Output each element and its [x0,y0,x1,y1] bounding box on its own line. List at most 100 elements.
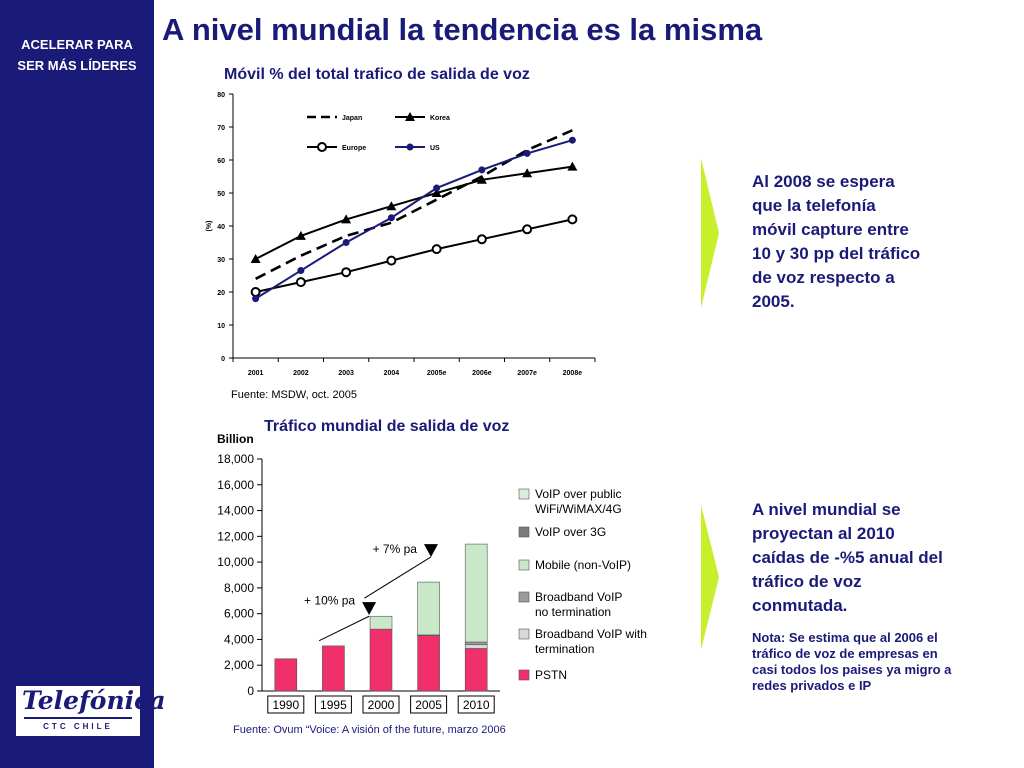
series-line [255,129,573,280]
x-tick-label: 2005 [415,698,442,712]
x-tick-label: 2005e [427,370,447,377]
sidebar-tagline-line1: ACELERAR PARA [21,37,133,52]
legend-label: WiFi/WiMAX/4G [535,502,622,516]
legend-swatch [518,669,530,681]
y-tick-label: 8,000 [224,581,254,595]
y-tick-label: 50 [217,191,225,198]
data-point [386,255,397,266]
data-point [295,277,306,288]
series-line [255,139,573,300]
bar-segment-2005 [417,581,440,636]
bar-segment-2010 [464,648,488,692]
callout-line: 10 y 30 pp del tráfico [752,244,921,263]
bar-segment-2010 [464,641,488,645]
logo-subtext: CTC CHILE [43,722,113,731]
legend-label: Mobile (non-VoIP) [535,558,631,572]
legend-label: US [430,145,440,152]
series-line [255,218,573,293]
trend-arrowhead [362,602,377,615]
y-tick-label: 6,000 [224,607,254,621]
line-chart-source: Fuente: MSDW, oct. 2005 [231,389,357,401]
data-point [252,295,260,303]
note-line: casi todos los paises ya migro a [752,662,952,677]
growth-annotation: + 10% pa [304,594,355,608]
note-line: tráfico de voz de empresas en [752,646,938,661]
legend-label: PSTN [535,668,567,682]
series-line [255,165,573,260]
callout-line: que la telefonía [752,196,876,215]
x-tick-label: 2003 [338,370,354,377]
trend-arrowhead [423,544,438,557]
legend-label: no termination [535,605,611,619]
data-point [567,214,578,225]
data-point [567,161,578,171]
x-tick-label: 2010 [463,698,490,712]
data-point [523,149,531,157]
y-tick-label: 80 [217,92,225,99]
y-tick-label: 70 [217,125,225,132]
legend-item: Mobile (non-VoIP) [518,558,631,572]
legend-label: Japan [342,115,362,122]
series-korea [250,161,578,263]
legend-marker [317,142,327,152]
data-point [431,188,442,197]
note-line: redes privados e IP [752,678,872,693]
legend-label: VoIP over public [535,487,622,501]
y-tick-label: 0 [221,356,225,363]
legend-label: Broadband VoIP [535,590,622,604]
bar-chart-source: Fuente: Ovum “Voice: A visión of the fut… [233,724,506,736]
data-point [476,234,487,245]
data-point [295,230,306,240]
y-axis-label: Billion [217,432,254,446]
y-tick-label: 60 [217,158,225,165]
arrow-right-icon [701,505,719,650]
y-tick-label: 10,000 [217,555,254,569]
x-tick-box [267,695,305,714]
data-point [387,214,395,222]
callout-line: 2005. [752,292,795,311]
data-point [250,287,261,297]
y-tick-label: 18,000 [217,452,254,466]
legend-swatch [518,591,530,603]
data-point [341,267,352,278]
callout-line: caídas de -%5 anual del [752,548,943,567]
x-tick-box [314,695,352,714]
legend-swatch [518,526,530,538]
legend-swatch [518,559,530,571]
data-point [433,184,441,192]
trend-arrow-line [318,615,370,642]
y-tick-label: 40 [217,224,225,231]
trend-arrow-line [364,556,432,599]
legend-swatch [518,488,530,500]
x-tick-label: 2008e [563,370,583,377]
legend-item: US [395,143,440,152]
data-point [341,214,352,224]
data-point [342,239,350,246]
legend-item: PSTN [518,668,567,682]
callout-line: móvil capture entre [752,220,909,239]
legend-label: Korea [430,115,450,122]
data-point [431,244,442,255]
data-point [478,166,486,174]
y-tick-label: 0 [247,684,254,698]
legend-label: Europe [342,145,366,152]
telefonica-logo: Telefónica CTC CHILE [16,686,166,736]
arrow-right-icon [701,158,719,308]
series-us [252,136,576,303]
y-tick-label: 14,000 [217,504,254,518]
y-tick-label: 10 [217,323,225,330]
callout-main: A nivel mundial se proyectan al 2010 caí… [752,498,1002,618]
callout-line: de voz respecto a [752,268,895,287]
legend-label: termination [535,642,594,656]
callout-forecast-2010: A nivel mundial se proyectan al 2010 caí… [752,498,1002,694]
data-point [522,224,533,235]
page-title: A nivel mundial la tendencia es la misma [162,12,763,47]
bar-segment-2000 [369,615,393,630]
x-tick-box [457,695,495,714]
sidebar-tagline-line2: SER MÁS LÍDERES [17,58,137,73]
data-point [476,174,487,184]
line-chart-title: Móvil % del total trafico de salida de v… [224,66,530,83]
